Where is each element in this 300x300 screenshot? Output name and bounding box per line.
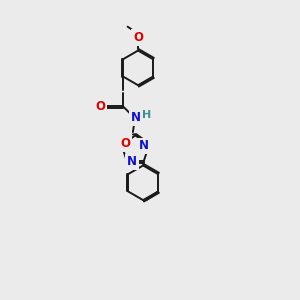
Text: O: O (95, 100, 105, 113)
Text: H: H (142, 110, 152, 120)
Text: N: N (130, 111, 141, 124)
Text: O: O (133, 31, 143, 44)
Text: N: N (139, 140, 149, 152)
Text: N: N (127, 155, 137, 168)
Text: O: O (120, 137, 130, 150)
